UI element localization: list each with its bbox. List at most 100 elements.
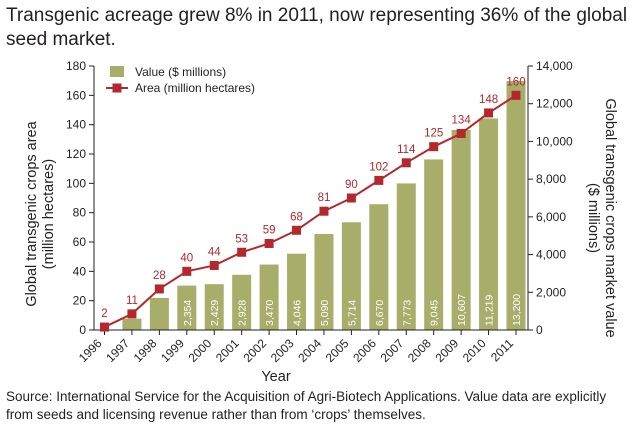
left-tick-label: 140 bbox=[66, 118, 86, 132]
area-point-label: 2 bbox=[101, 308, 107, 320]
right-axis-title-line2: ($ millions) bbox=[585, 183, 601, 253]
area-point bbox=[401, 158, 411, 168]
value-bar bbox=[122, 318, 142, 330]
area-point-label: 11 bbox=[126, 295, 138, 307]
x-tick-label: 2007 bbox=[378, 336, 407, 365]
left-tick-label: 180 bbox=[66, 59, 86, 73]
x-tick-label: 1998 bbox=[131, 336, 160, 365]
x-tick-label: 2001 bbox=[213, 336, 242, 365]
area-line-group bbox=[100, 90, 521, 332]
bar-value-label: 10,607 bbox=[456, 294, 468, 326]
area-point bbox=[319, 206, 329, 216]
bar-value-label: 13,200 bbox=[511, 294, 523, 326]
value-bar bbox=[177, 285, 197, 330]
value-bar bbox=[314, 234, 334, 330]
source-note: Source: International Service for the Ac… bbox=[6, 389, 607, 422]
x-tick-label: 2010 bbox=[460, 336, 489, 365]
value-bar bbox=[259, 264, 279, 330]
left-axis-title-line1: Global transgenic crops area bbox=[24, 120, 40, 306]
area-point-label: 134 bbox=[452, 114, 472, 126]
area-point-label: 44 bbox=[208, 246, 221, 258]
x-tick-label: 1997 bbox=[103, 336, 132, 365]
left-tick-label: 160 bbox=[66, 88, 86, 102]
left-tick-label: 60 bbox=[73, 235, 87, 249]
legend: Value ($ millions) Area (million hectare… bbox=[106, 65, 255, 95]
left-tick-label: 20 bbox=[73, 294, 87, 308]
area-point-label: 81 bbox=[318, 192, 331, 204]
right-tick-label: 8,000 bbox=[536, 172, 566, 186]
value-bar bbox=[204, 284, 224, 330]
legend-marker-area bbox=[112, 83, 122, 93]
x-tick-label: 2011 bbox=[488, 336, 516, 364]
area-line bbox=[104, 94, 517, 328]
value-bar bbox=[479, 118, 499, 330]
bars-group bbox=[122, 81, 526, 330]
right-axis-title-line1: Global transgenic crops market value bbox=[602, 98, 618, 337]
right-tick-label: 12,000 bbox=[536, 97, 573, 111]
area-point bbox=[429, 142, 439, 152]
x-tick-label: 2005 bbox=[323, 336, 352, 365]
value-bar bbox=[369, 204, 389, 330]
area-point-label: 114 bbox=[397, 144, 416, 156]
area-point-label: 125 bbox=[424, 128, 443, 140]
value-bar bbox=[396, 183, 416, 330]
value-bar bbox=[287, 253, 307, 330]
value-bar bbox=[232, 274, 252, 330]
area-point-label: 28 bbox=[153, 270, 166, 282]
area-point-label: 102 bbox=[369, 161, 388, 173]
right-tick-label: 6,000 bbox=[536, 210, 566, 224]
value-bar bbox=[451, 129, 471, 330]
area-point-label: 59 bbox=[263, 224, 276, 236]
bar-value-label: 4,046 bbox=[292, 300, 304, 326]
right-tick-label: 0 bbox=[536, 323, 543, 337]
right-tick-label: 10,000 bbox=[536, 134, 573, 148]
value-bar bbox=[506, 81, 526, 330]
left-tick-label: 120 bbox=[66, 147, 86, 161]
area-point bbox=[182, 266, 192, 276]
right-tick-label: 4,000 bbox=[536, 248, 566, 262]
area-point bbox=[237, 247, 247, 257]
x-tick-label: 1999 bbox=[158, 336, 187, 365]
x-tick-label: 1996 bbox=[76, 336, 105, 365]
legend-label-area: Area (million hectares) bbox=[135, 81, 255, 95]
area-point-label: 148 bbox=[479, 94, 498, 106]
x-tick-label: 2003 bbox=[268, 336, 297, 365]
x-axis-title: Year bbox=[261, 369, 290, 385]
area-point-label: 40 bbox=[180, 252, 193, 264]
area-point bbox=[127, 309, 137, 319]
area-point bbox=[346, 193, 356, 203]
right-tick-label: 14,000 bbox=[536, 59, 573, 73]
left-tick-label: 80 bbox=[73, 206, 87, 220]
chart-title: Transgenic acreage grew 8% in 2011, now … bbox=[6, 5, 628, 50]
bar-value-label: 3,470 bbox=[264, 300, 276, 326]
legend-label-value: Value ($ millions) bbox=[135, 65, 226, 79]
value-bar bbox=[341, 222, 361, 330]
left-tick-label: 40 bbox=[73, 264, 87, 278]
area-point bbox=[484, 108, 494, 118]
area-point bbox=[264, 238, 274, 248]
bar-value-label: 2,429 bbox=[209, 300, 221, 326]
bar-value-label: 2,928 bbox=[237, 300, 249, 326]
x-tick-label: 2009 bbox=[432, 336, 461, 365]
area-point bbox=[100, 322, 109, 332]
x-tick-label: 2000 bbox=[186, 336, 215, 365]
legend-swatch-value bbox=[110, 66, 124, 77]
area-point-label: 160 bbox=[506, 76, 525, 88]
area-point-label: 90 bbox=[345, 179, 358, 191]
area-point bbox=[511, 90, 521, 100]
x-tick-label: 2006 bbox=[350, 336, 379, 365]
right-tick-label: 2,000 bbox=[536, 285, 566, 299]
left-tick-label: 100 bbox=[66, 176, 86, 190]
bar-value-label: 7,773 bbox=[401, 300, 413, 326]
area-point bbox=[292, 225, 302, 235]
labels-group: 2,354 2,429 2,928 3,470 4,046 5,090 5,714 6,670… bbox=[101, 76, 525, 326]
value-bar bbox=[149, 297, 169, 330]
x-tick-label: 2008 bbox=[405, 336, 434, 365]
x-tick-label: 2002 bbox=[240, 336, 269, 365]
bar-value-label: 2,354 bbox=[182, 300, 194, 326]
x-tick-label: 2004 bbox=[295, 336, 324, 365]
left-axis-title-line2: (million hectares) bbox=[41, 159, 57, 269]
area-point bbox=[154, 284, 164, 294]
area-point bbox=[456, 128, 466, 138]
